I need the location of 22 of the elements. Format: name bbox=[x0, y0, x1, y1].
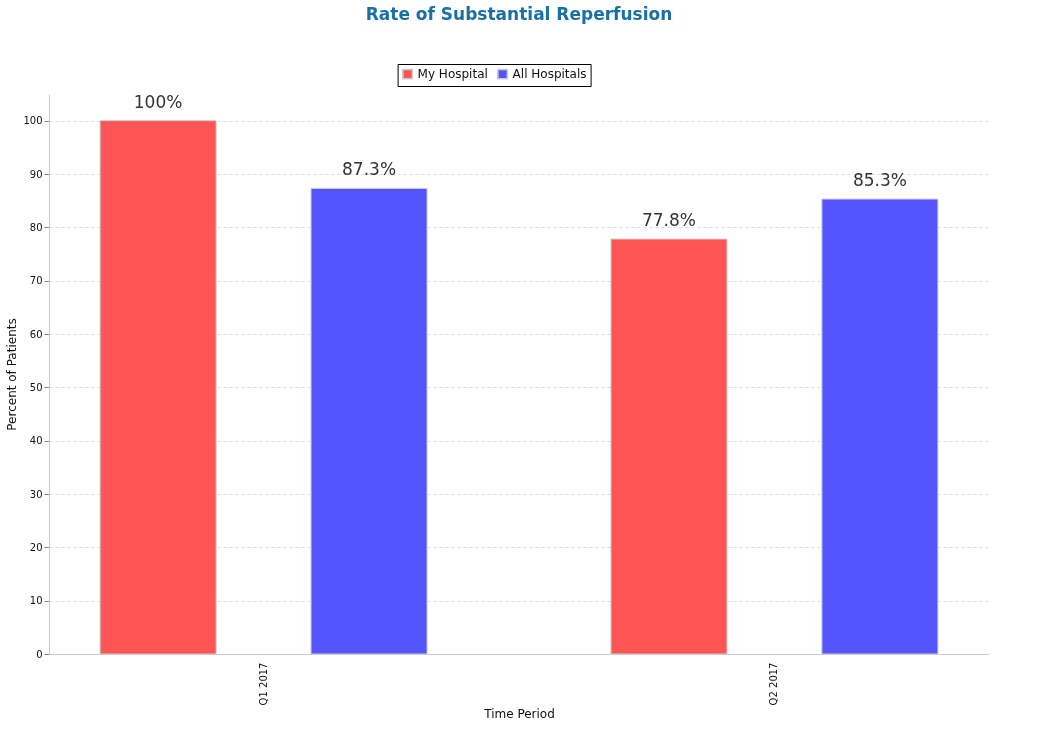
y-tick-label: 80 bbox=[29, 221, 43, 233]
legend-label: All Hospitals bbox=[512, 67, 587, 82]
y-tick-label: 90 bbox=[29, 168, 43, 180]
y-tick-label: 30 bbox=[29, 488, 43, 500]
data-label: 85.3% bbox=[852, 170, 907, 191]
y-tick-label: 100 bbox=[23, 115, 43, 127]
y-tick-label: 60 bbox=[29, 328, 43, 340]
y-axis-title: Percent of Patients bbox=[5, 318, 20, 431]
x-tick-label: Q1 2017 bbox=[257, 662, 269, 706]
y-tick-label: 40 bbox=[29, 435, 43, 447]
data-label: 100% bbox=[133, 91, 183, 112]
y-tick-label: 50 bbox=[29, 381, 43, 393]
y-tick-label: 70 bbox=[29, 275, 43, 287]
chart-title: Rate of Substantial Reperfusion bbox=[365, 3, 673, 24]
x-axis-title: Time Period bbox=[483, 707, 555, 722]
y-tick-label: 10 bbox=[29, 595, 43, 607]
y-tick-label: 20 bbox=[29, 541, 43, 553]
legend-label: My Hospital bbox=[417, 67, 488, 82]
y-tick-label: 0 bbox=[36, 648, 43, 660]
data-label: 77.8% bbox=[641, 210, 696, 231]
data-label: 87.3% bbox=[342, 159, 397, 180]
x-tick-label: Q2 2017 bbox=[768, 662, 780, 706]
